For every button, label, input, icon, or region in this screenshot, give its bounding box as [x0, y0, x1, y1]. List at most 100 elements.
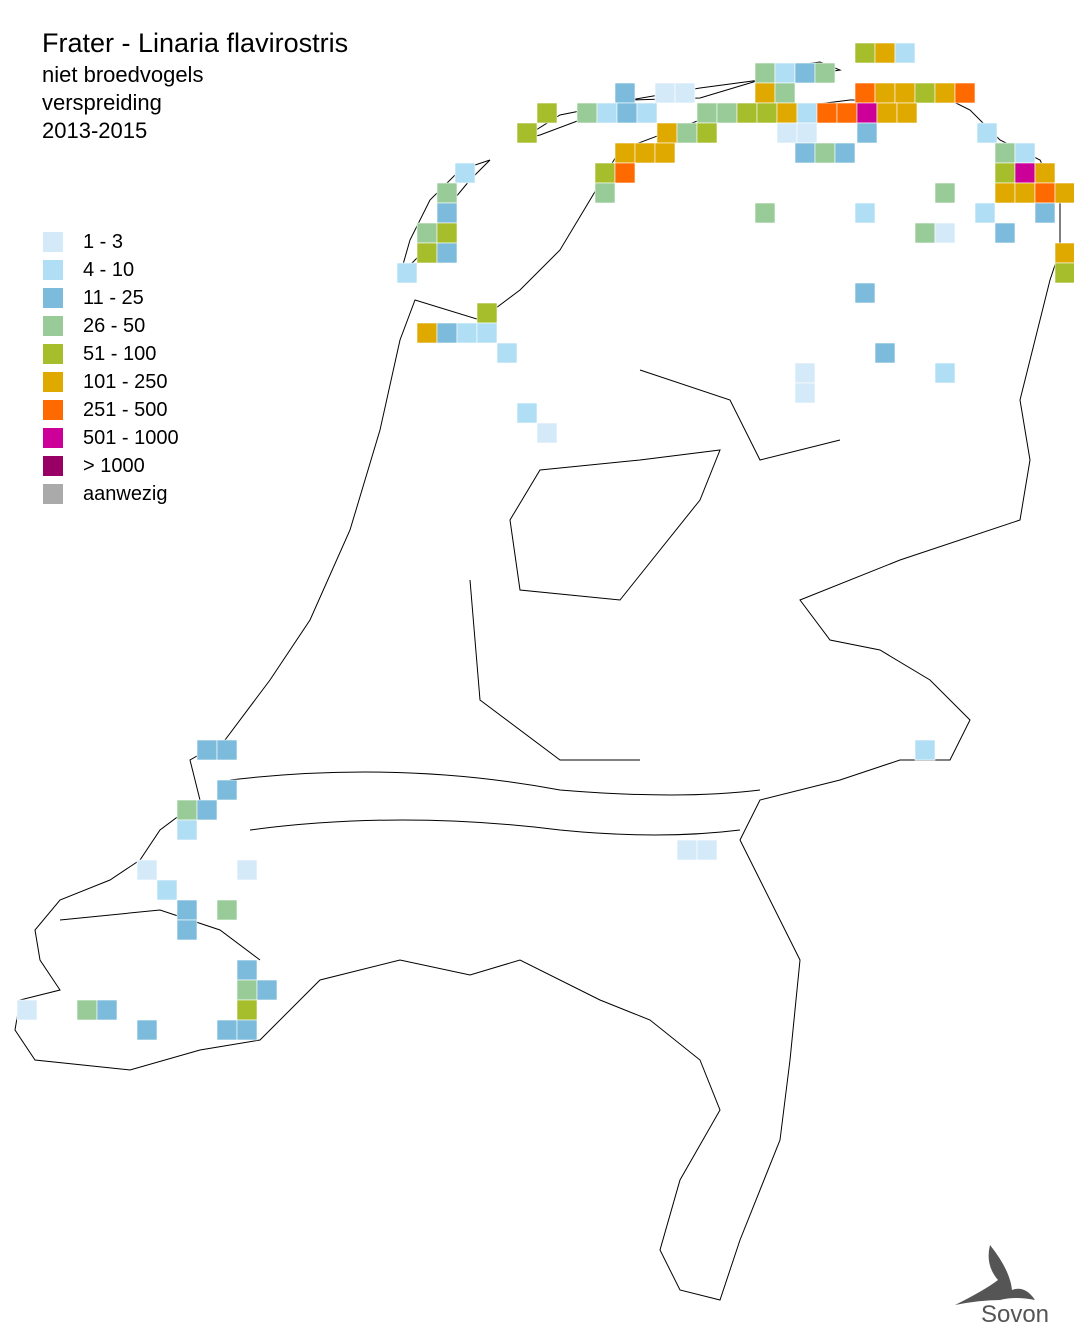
grid-cell: [416, 322, 438, 344]
grid-cell: [236, 979, 258, 1001]
grid-cell: [914, 739, 936, 761]
grid-cell: [436, 322, 458, 344]
grid-cell: [856, 122, 878, 144]
grid-cell: [696, 839, 718, 861]
grid-cell: [1034, 162, 1056, 184]
grid-cell: [674, 82, 696, 104]
grid-cell: [836, 102, 858, 124]
grid-cell: [994, 142, 1016, 164]
grid-cell: [934, 82, 956, 104]
grid-cell: [136, 1019, 158, 1041]
grid-cell: [794, 362, 816, 384]
grid-cell: [156, 879, 178, 901]
legend-swatch: [43, 484, 63, 504]
legend-swatch: [43, 372, 63, 392]
grid-cell: [776, 102, 798, 124]
grid-cell: [636, 102, 658, 124]
grid-cell: [176, 899, 198, 921]
grid-cell: [216, 739, 238, 761]
grid-cell: [774, 62, 796, 84]
grid-cell: [1054, 262, 1074, 284]
grid-cell: [634, 142, 656, 164]
grid-cell: [994, 162, 1016, 184]
grid-cells: [16, 42, 1074, 1041]
grid-cell: [236, 999, 258, 1021]
grid-cell: [814, 62, 836, 84]
grid-cell: [454, 162, 476, 184]
grid-cell: [236, 959, 258, 981]
grid-cell: [576, 102, 598, 124]
legend-swatch: [43, 428, 63, 448]
grid-cell: [236, 1019, 258, 1041]
grid-cell: [516, 122, 538, 144]
grid-cell: [974, 202, 996, 224]
legend-swatch: [43, 288, 63, 308]
grid-cell: [594, 182, 616, 204]
grid-cell: [96, 999, 118, 1021]
legend-label: 251 - 500: [83, 399, 168, 421]
grid-cell: [874, 342, 896, 364]
grid-cell: [396, 262, 418, 284]
grid-cell: [1054, 182, 1074, 204]
grid-cell: [476, 302, 498, 324]
grid-cell: [654, 142, 676, 164]
legend: 1 - 3 4 - 10 11 - 25 26 - 50 51 - 100 101 - 2…: [43, 231, 179, 505]
subtitle-line: niet broedvogels: [42, 62, 203, 87]
grid-cell: [794, 142, 816, 164]
legend-label: 26 - 50: [83, 315, 145, 337]
grid-cell: [1014, 182, 1036, 204]
title: Frater - Linaria flavirostris: [42, 28, 348, 58]
grid-cell: [1034, 202, 1056, 224]
grid-cell: [776, 122, 798, 144]
grid-cell: [436, 242, 458, 264]
grid-cell: [136, 859, 158, 881]
grid-cell: [216, 1019, 238, 1041]
grid-cell: [914, 82, 936, 104]
grid-cell: [896, 102, 918, 124]
grid-cell: [934, 362, 956, 384]
grid-cell: [994, 182, 1016, 204]
grid-cell: [796, 102, 818, 124]
grid-cell: [256, 979, 278, 1001]
legend-label: 51 - 100: [83, 343, 156, 365]
grid-cell: [894, 42, 916, 64]
grid-cell: [976, 122, 998, 144]
legend-label: > 1000: [83, 455, 145, 477]
grid-cell: [954, 82, 976, 104]
grid-cell: [934, 182, 956, 204]
grid-cell: [696, 122, 718, 144]
grid-cell: [876, 102, 898, 124]
grid-cell: [1014, 142, 1036, 164]
grid-cell: [854, 82, 876, 104]
grid-cell: [416, 222, 438, 244]
grid-cell: [656, 122, 678, 144]
grid-cell: [874, 82, 896, 104]
grid-cell: [614, 162, 636, 184]
grid-cell: [756, 102, 778, 124]
grid-cell: [676, 839, 698, 861]
grid-cell: [854, 42, 876, 64]
grid-cell: [516, 402, 538, 424]
grid-cell: [16, 999, 38, 1021]
country-outline: [14, 61, 1061, 1301]
grid-cell: [856, 102, 878, 124]
legend-label: 11 - 25: [83, 287, 144, 309]
grid-cell: [496, 342, 518, 364]
grid-cell: [1014, 162, 1036, 184]
grid-cell: [616, 102, 638, 124]
grid-cell: [456, 322, 478, 344]
legend-swatch: [43, 316, 63, 336]
legend-label: 4 - 10: [83, 259, 134, 281]
subtitle-line: verspreiding: [42, 90, 162, 115]
grid-cell: [176, 919, 198, 941]
grid-cell: [594, 162, 616, 184]
grid-cell: [894, 82, 916, 104]
legend-swatch: [43, 456, 63, 476]
grid-cell: [696, 102, 718, 124]
grid-cell: [754, 62, 776, 84]
subtitle: niet broedvogels verspreiding 2013-2015: [42, 62, 203, 143]
grid-cell: [1034, 182, 1056, 204]
grid-cell: [236, 859, 258, 881]
grid-cell: [754, 202, 776, 224]
